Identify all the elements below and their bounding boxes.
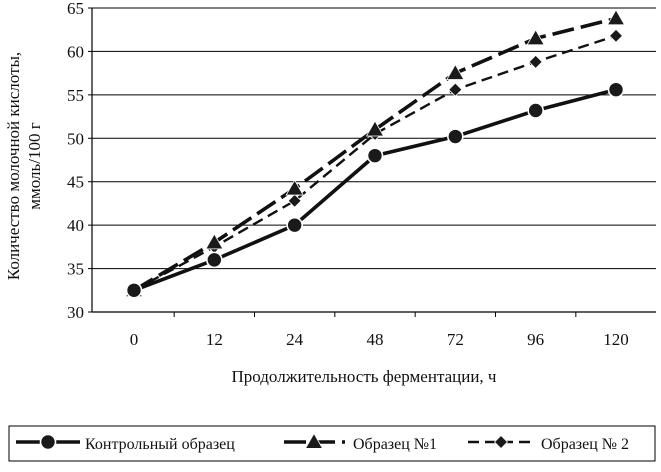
point-sample-1-12 (205, 233, 224, 250)
point-control-0 (125, 281, 143, 299)
y-tick-label-55: 55 (67, 86, 84, 105)
legend-item-control (16, 433, 80, 451)
legend-marker-sample-1 (304, 432, 324, 449)
legend-label-sample-2: Образец № 2 (541, 436, 629, 453)
y-tick-label-60: 60 (67, 42, 84, 61)
point-control-72 (447, 128, 464, 145)
axes (91, 8, 656, 313)
y-tick-label-50: 50 (67, 129, 84, 148)
point-control-12 (206, 251, 223, 269)
point-sample-1-96 (526, 29, 545, 46)
y-tick-label-40: 40 (67, 216, 84, 235)
point-sample-1-120 (606, 9, 626, 26)
y-tick-label-30: 30 (67, 303, 84, 322)
y-tick-label-35: 35 (67, 260, 84, 279)
legend-marker-sample-2 (493, 434, 509, 450)
x-tick-label-48: 48 (367, 330, 384, 349)
x-tick-label-96: 96 (527, 330, 544, 349)
y-tick-labels: 30 35 40 45 50 55 60 65 (67, 0, 92, 322)
point-control-120 (607, 81, 625, 98)
x-tick-label-72: 72 (447, 330, 464, 349)
x-axis-title: Продолжительность ферментации, ч (232, 367, 497, 386)
point-control-96 (527, 102, 544, 119)
x-tick-labels: 0 12 24 48 72 96 120 (130, 312, 629, 349)
series-control (125, 81, 625, 299)
series-lines (124, 9, 626, 299)
y-axis-title-line-1: Количество молочной кислоты, (4, 52, 23, 280)
legend: Контрольный образец Образец №1 Образец №… (8, 425, 656, 462)
x-tick-label-24: 24 (286, 330, 304, 349)
x-tick-label-120: 120 (603, 330, 629, 349)
y-tick-label-45: 45 (67, 173, 84, 192)
legend-label-sample-1: Образец №1 (353, 436, 437, 453)
point-sample-2-24 (287, 193, 302, 208)
y-axis-title: Количество молочной кислоты, ммоль/100 г (4, 52, 44, 280)
point-sample-2-120 (608, 28, 624, 43)
legend-item-sample-1 (284, 432, 345, 449)
point-control-48 (366, 147, 384, 164)
x-tick-label-12: 12 (206, 330, 223, 349)
legend-marker-control (39, 433, 57, 451)
point-sample-1-48 (365, 120, 385, 137)
y-axis-title-line-2: ммоль/100 г (25, 122, 44, 210)
point-sample-1-72 (446, 63, 465, 80)
x-tick-label-0: 0 (130, 330, 139, 349)
gridlines (92, 7, 656, 270)
point-sample-1-24 (285, 179, 304, 196)
legend-label-control: Контрольный образец (85, 436, 235, 453)
legend-item-sample-2 (468, 434, 535, 450)
point-sample-2-72 (448, 82, 463, 97)
point-control-24 (286, 216, 303, 234)
y-tick-label-65: 65 (67, 0, 84, 18)
point-sample-2-96 (528, 54, 543, 69)
